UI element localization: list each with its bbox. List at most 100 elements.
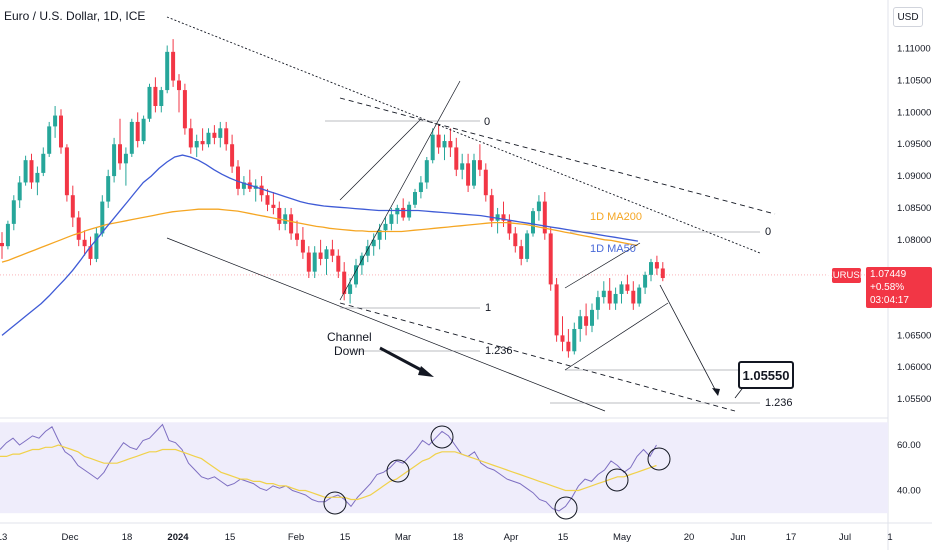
parallel-up-channel-lower — [339, 80, 461, 301]
current-price-tag: 1.07449 +0.58% 03:04:17 — [866, 267, 932, 308]
candle-body — [377, 230, 382, 240]
fib-level-0-a: 0 — [484, 116, 491, 128]
time-tick-label: 15 — [340, 532, 351, 543]
candle-body — [29, 160, 34, 183]
candle-body — [631, 290, 636, 304]
rsi-ma-line — [0, 444, 657, 501]
candle-body — [182, 90, 187, 129]
candle-body — [430, 134, 435, 161]
candle-body — [11, 200, 16, 224]
candle-body — [637, 287, 642, 304]
candle-body — [348, 284, 353, 294]
candle-body — [578, 316, 583, 329]
candle-body — [230, 144, 235, 167]
candle-body — [566, 341, 571, 352]
time-tick-label: Mar — [395, 532, 411, 543]
time-tick-label: Jun — [730, 532, 745, 543]
rsi-highlight-circle — [430, 425, 454, 449]
candle-body — [531, 211, 535, 234]
candle-body — [619, 284, 624, 294]
symbol-badge: EURUSD — [826, 268, 867, 283]
time-tick-label: Feb — [288, 532, 304, 543]
candle-body — [236, 166, 240, 189]
candle-body — [590, 309, 594, 326]
candle-body — [336, 255, 341, 272]
candle-body — [418, 182, 423, 193]
fib-level-0-b: 0 — [765, 226, 772, 238]
price-change: +0.58% — [870, 282, 905, 293]
bar-countdown: 03:04:17 — [870, 295, 909, 306]
time-tick-label: 1 — [887, 532, 892, 543]
rsi-highlight-circle — [386, 459, 410, 483]
price-tick-label: 1.10500 — [897, 76, 931, 87]
rsi-tick-label: 60.00 — [897, 440, 921, 451]
channel-down-label: Channel Down — [327, 330, 372, 358]
ma50-line — [1, 154, 639, 336]
candle-body — [342, 271, 347, 294]
candle-body — [613, 293, 618, 304]
rsi-band — [0, 422, 888, 514]
candle-body — [383, 223, 388, 231]
ma50-label: 1D MA50 — [590, 243, 636, 255]
candle-body — [241, 182, 246, 189]
time-tick-label: Jul — [839, 532, 851, 543]
candle-body — [153, 86, 158, 107]
candle-body — [141, 118, 146, 142]
candle-body — [88, 246, 93, 259]
time-tick-label: 17 — [786, 532, 797, 543]
candle-body — [324, 249, 329, 259]
candle-body — [654, 262, 659, 269]
price-tick-label: 1.08000 — [897, 235, 931, 246]
target-callout: 1.05550 — [738, 361, 794, 389]
price-tick-label: 1.05500 — [897, 394, 931, 405]
candle-body — [442, 141, 447, 148]
channel-down-arrow — [379, 346, 426, 374]
channel-lower-line — [166, 237, 606, 412]
candle-body — [271, 204, 276, 208]
candle-body — [312, 252, 317, 272]
candle-body — [584, 316, 589, 326]
projection-arrowhead — [712, 388, 720, 396]
candle-body — [224, 128, 229, 145]
time-tick-label: 2024 — [167, 532, 189, 543]
candle-body — [47, 126, 52, 154]
candle-body — [123, 153, 128, 164]
candle-body — [330, 249, 335, 256]
candle-body — [82, 239, 87, 247]
candle-body — [295, 233, 299, 240]
time-tick-label: 15 — [225, 532, 236, 543]
candle-body — [389, 214, 394, 224]
candle-body — [147, 86, 152, 119]
candle-body — [536, 201, 541, 212]
ma200-line — [1, 208, 638, 263]
candle-body — [513, 233, 518, 247]
price-tick-label: 1.10000 — [897, 107, 931, 118]
candle-body — [424, 160, 429, 183]
time-tick-label: 15 — [558, 532, 569, 543]
channel-down-arrowhead — [418, 366, 434, 377]
candle-body — [17, 182, 22, 201]
candle-body — [59, 115, 63, 148]
channel-dashed-top — [339, 97, 776, 215]
candle-body — [206, 132, 211, 145]
channel-upper-line — [166, 16, 761, 254]
bounce-channel-lower — [564, 302, 669, 371]
price-tick-label: 1.11000 — [897, 44, 931, 55]
candle-body — [560, 335, 565, 342]
price-tick-label: 1.06000 — [897, 362, 931, 373]
candle-body — [454, 147, 459, 170]
fib-level-1-a: 1 — [485, 302, 492, 314]
candle-body — [118, 144, 122, 164]
candle-body — [177, 80, 181, 91]
time-tick-label: 18 — [122, 532, 133, 543]
time-tick-label: 20 — [684, 532, 695, 543]
candle-body — [472, 160, 476, 186]
price-tick-label: 1.09000 — [897, 171, 931, 182]
candle-body — [460, 163, 465, 170]
candle-body — [277, 207, 282, 224]
candle-body — [643, 274, 648, 288]
currency-button[interactable]: USD — [893, 7, 923, 27]
candle-body — [318, 252, 323, 259]
candle-body — [0, 242, 4, 247]
